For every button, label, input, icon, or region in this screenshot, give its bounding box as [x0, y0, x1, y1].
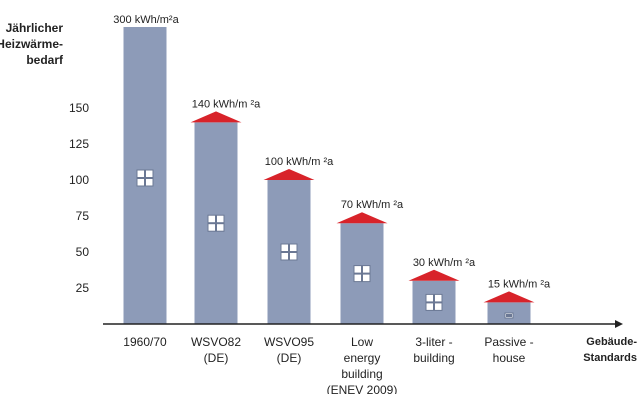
data-label: 300 kWh/m²a: [113, 14, 179, 26]
y-axis-label-line: Jährlicher: [6, 21, 64, 35]
window-icon: [353, 265, 371, 283]
window-pane: [506, 314, 512, 317]
data-label: 70 kWh/m ²a: [341, 199, 404, 211]
data-label: 100 kWh/m ²a: [265, 156, 334, 168]
window-icon: [280, 243, 298, 261]
bars: [123, 27, 535, 325]
category-label: WSVO82: [191, 335, 241, 349]
category-label: Low: [351, 335, 373, 349]
window-icon: [207, 214, 225, 232]
data-label: 15 kWh/m ²a: [488, 278, 551, 290]
data-labels: 300 kWh/m²a 140 kWh/m ²a 100 kWh/m ²a 70 kW…: [113, 14, 551, 290]
category-label: building: [341, 367, 382, 381]
category-label: building: [413, 351, 454, 365]
category-label: Passive -: [484, 335, 533, 349]
category-label: 1960/70: [123, 335, 167, 349]
category-label: WSVO95: [264, 335, 314, 349]
category-label: (DE): [204, 351, 229, 365]
x-axis-label-line: Gebäude-: [586, 336, 637, 348]
window-icon: [504, 312, 514, 319]
roof-icon: [263, 169, 315, 180]
roof-icon: [483, 291, 535, 303]
window-icon: [425, 293, 443, 311]
window-icon: [136, 169, 154, 187]
y-tick-label: 125: [69, 137, 89, 151]
y-axis-label-line: bedarf: [26, 53, 64, 67]
roof-icon: [408, 269, 460, 281]
data-label: 140 kWh/m ²a: [192, 98, 261, 110]
y-axis-label: Jährlicher Heizwärme-bedarf: [0, 21, 64, 67]
roof-icon: [190, 111, 242, 123]
category-label: energy: [344, 351, 381, 365]
x-axis: [103, 320, 623, 328]
category-label: (ENEV 2009): [327, 383, 398, 394]
y-tick-label: 50: [76, 245, 90, 259]
y-tick-label: 150: [69, 101, 89, 115]
category-label: house: [493, 351, 526, 365]
y-axis-label-line: Heizwärme-: [0, 37, 63, 51]
x-axis-arrow-icon: [615, 320, 623, 328]
category-label: (DE): [277, 351, 302, 365]
x-axis-label-line: Standards: [583, 352, 637, 364]
y-tick-label: 75: [76, 209, 90, 223]
category-label: 3-liter -: [415, 335, 452, 349]
x-axis-label: Gebäude- Standards: [583, 336, 637, 364]
y-tick-label: 100: [69, 173, 89, 187]
y-ticks: 25 50 75 100 125 150: [69, 101, 89, 295]
data-label: 30 kWh/m ²a: [413, 257, 476, 269]
x-categories: 1960/70 WSVO82 (DE) WSVO95 (DE) Low energy buil…: [123, 335, 533, 394]
roof-icon: [336, 212, 388, 224]
y-tick-label: 25: [76, 281, 90, 295]
